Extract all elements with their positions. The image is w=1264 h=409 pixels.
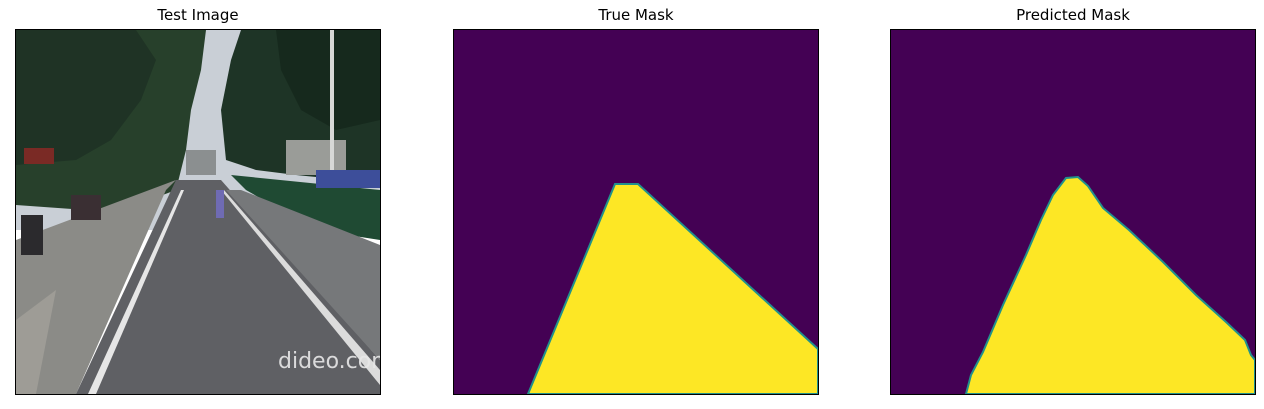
true-mask-title: True Mask: [598, 6, 674, 24]
predicted-mask-image: [891, 30, 1255, 394]
predicted-mask-panel: Predicted Mask: [890, 0, 1256, 409]
test-image-panel: Test Image: [15, 0, 381, 409]
test-image-axes: dideo.com: [15, 29, 381, 395]
test-image-title: Test Image: [157, 6, 239, 24]
predicted-mask-axes: [890, 29, 1256, 395]
true-mask-axes: [453, 29, 819, 395]
test-image-photo: dideo.com: [16, 30, 380, 394]
true-mask-panel: True Mask: [453, 0, 819, 409]
watermark-text: dideo.com: [278, 349, 380, 374]
true-mask-image: [454, 30, 818, 394]
predicted-mask-title: Predicted Mask: [1016, 6, 1130, 24]
